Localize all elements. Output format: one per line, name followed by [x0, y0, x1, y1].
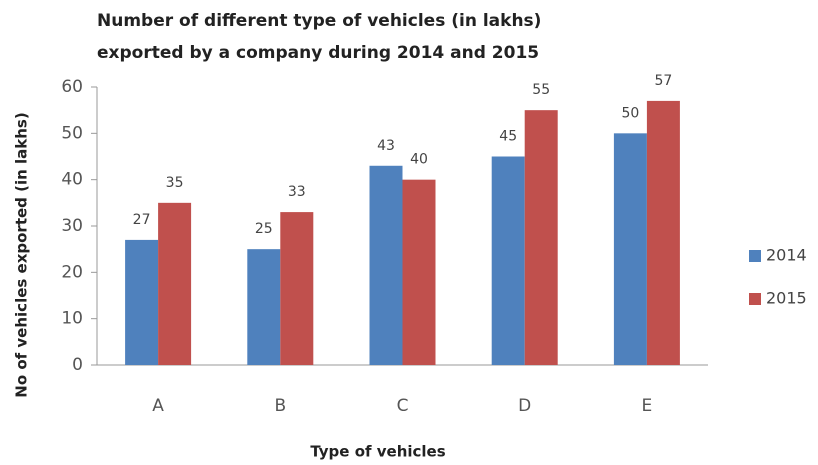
y-tick-label: 30 — [61, 216, 83, 236]
data-label: 25 — [255, 221, 273, 237]
y-tick-label: 20 — [61, 262, 83, 282]
data-label: 50 — [621, 105, 639, 121]
bar — [646, 100, 680, 366]
data-label: 57 — [654, 73, 672, 89]
x-tick-label: A — [152, 396, 164, 416]
data-label: 43 — [377, 138, 395, 154]
data-label: 33 — [288, 184, 306, 200]
bar — [402, 179, 436, 365]
x-tick-label: B — [274, 396, 286, 416]
bar — [524, 110, 558, 366]
legend-label: 2014 — [766, 246, 807, 265]
x-tick-label: C — [397, 396, 409, 416]
bar — [280, 212, 314, 365]
y-tick-label: 60 — [61, 77, 83, 97]
chart-title: Number of different type of vehicles (in… — [97, 11, 541, 31]
bar — [613, 133, 647, 365]
legend-swatch — [749, 293, 761, 305]
bar — [158, 202, 192, 365]
data-label: 27 — [133, 212, 151, 228]
x-tick-label: D — [518, 396, 531, 416]
data-label: 40 — [410, 152, 428, 168]
legend-swatch — [749, 250, 761, 262]
y-tick-label: 0 — [72, 355, 83, 375]
bar — [247, 249, 281, 365]
x-axis-label: Type of vehicles — [310, 443, 445, 461]
y-tick-label: 50 — [61, 123, 83, 143]
bar — [125, 239, 159, 365]
x-tick-label: E — [642, 396, 653, 416]
chart-title: exported by a company during 2014 and 20… — [97, 43, 539, 63]
y-axis-label: No of vehicles exported (in lakhs) — [13, 112, 31, 397]
data-label: 45 — [499, 129, 517, 145]
y-tick-label: 10 — [61, 309, 83, 329]
legend-label: 2015 — [766, 289, 807, 308]
bar — [369, 165, 403, 365]
data-label: 55 — [532, 82, 550, 98]
y-tick-label: 40 — [61, 170, 83, 190]
data-label: 35 — [166, 175, 184, 191]
bar — [491, 156, 525, 365]
